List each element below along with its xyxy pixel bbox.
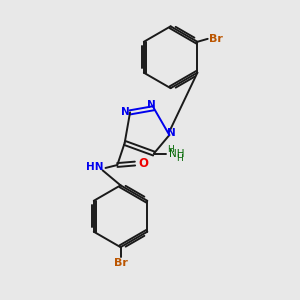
Text: H: H [167, 145, 174, 154]
Text: NH: NH [169, 148, 185, 158]
Text: N: N [167, 128, 176, 138]
Text: N: N [146, 100, 155, 110]
Text: O: O [138, 157, 148, 170]
Text: Br: Br [114, 258, 128, 268]
Text: H: H [176, 154, 183, 163]
Text: Br: Br [209, 34, 223, 44]
Text: N: N [121, 107, 130, 117]
Text: HN: HN [86, 162, 104, 172]
